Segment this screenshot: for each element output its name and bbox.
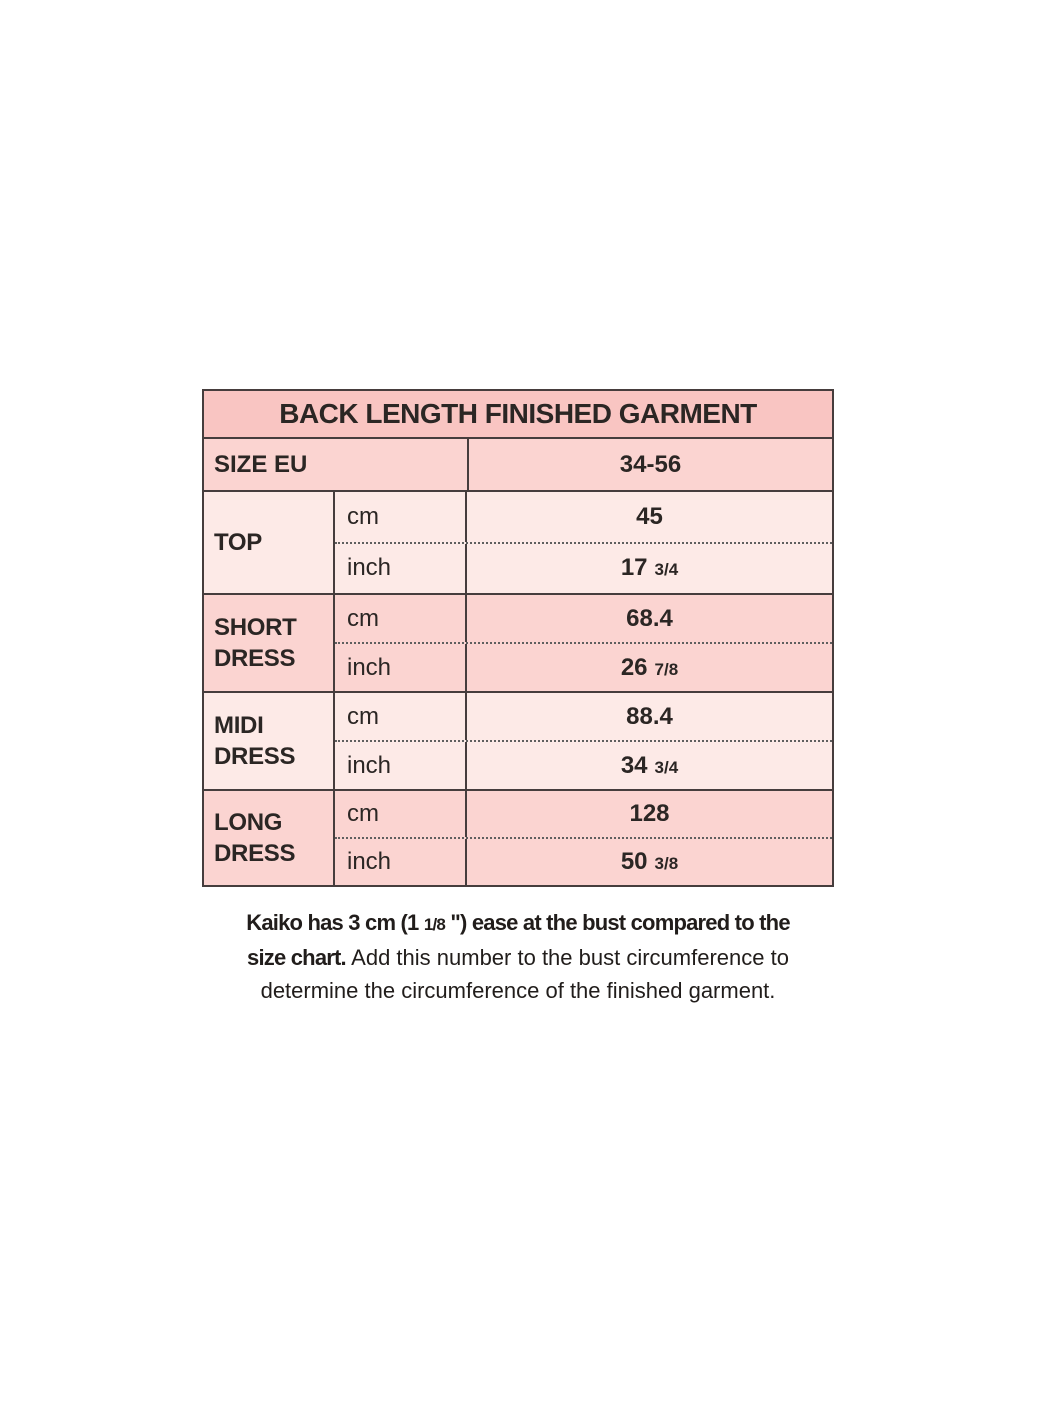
note-line: Kaiko has 3 cm (1 1/8 ") ease at the bus…	[246, 910, 790, 935]
note-line: determine the circumference of the finis…	[260, 978, 776, 1003]
dotted-divider	[335, 740, 832, 742]
unit-label: cm	[347, 502, 379, 530]
size-eu-label: SIZE EU	[214, 450, 308, 478]
size-eu-row: SIZE EU 34-56	[204, 439, 832, 492]
unit-label: inch	[347, 848, 392, 875]
measurement-value: 45	[465, 492, 832, 542]
table-section: MIDI DRESS cm 88.4 inch 34 3/4	[204, 693, 832, 791]
section-label: LONG DRESS	[204, 791, 335, 885]
section-rows: cm 45 inch 17 3/4	[335, 492, 832, 593]
unit-label: cm	[347, 800, 379, 827]
unit-label: cm	[347, 604, 379, 632]
measurement-value: 128	[465, 791, 832, 837]
measurement-value: 50 3/8	[465, 839, 832, 885]
measurement-row-cm: cm 128	[335, 791, 832, 837]
unit-label: inch	[347, 653, 392, 681]
unit-label: inch	[347, 751, 392, 779]
measurement-value: 68.4	[465, 595, 832, 642]
size-eu-value: 34-56	[467, 439, 832, 490]
dotted-divider	[335, 837, 832, 839]
table-section: TOP cm 45 inch 17 3/4	[204, 492, 832, 595]
table-sections: TOP cm 45 inch 17 3/4 SHORT DRESS cm	[204, 492, 832, 885]
table-title: BACK LENGTH FINISHED GARMENT	[204, 391, 832, 439]
table-section: SHORT DRESS cm 68.4 inch 26 7/8	[204, 595, 832, 693]
table-section: LONG DRESS cm 128 inch 50 3/8	[204, 791, 832, 885]
section-rows: cm 68.4 inch 26 7/8	[335, 595, 832, 691]
measurement-value: 34 3/4	[465, 742, 832, 789]
measurement-row-inch: inch 50 3/8	[335, 839, 832, 885]
section-label: MIDI DRESS	[204, 693, 335, 789]
section-label: SHORT DRESS	[204, 595, 335, 691]
measurement-value: 88.4	[465, 693, 832, 740]
unit-label: inch	[347, 554, 392, 582]
note-line: size chart. Add this number to the bust …	[247, 945, 789, 970]
measurement-value: 26 7/8	[465, 644, 832, 691]
measurement-row-cm: cm 88.4	[335, 693, 832, 740]
measurement-value: 17 3/4	[465, 543, 832, 593]
unit-label: cm	[347, 702, 379, 730]
dotted-divider	[335, 642, 832, 644]
ease-note: Kaiko has 3 cm (1 1/8 ") ease at the bus…	[201, 906, 835, 1007]
dotted-divider	[335, 541, 832, 544]
section-rows: cm 88.4 inch 34 3/4	[335, 693, 832, 789]
section-rows: cm 128 inch 50 3/8	[335, 791, 832, 885]
measurement-row-cm: cm 45	[335, 492, 832, 542]
measurement-row-inch: inch 17 3/4	[335, 543, 832, 593]
measurement-row-cm: cm 68.4	[335, 595, 832, 642]
section-label: TOP	[204, 492, 335, 593]
size-table: BACK LENGTH FINISHED GARMENT SIZE EU 34-…	[202, 389, 834, 887]
measurement-row-inch: inch 34 3/4	[335, 742, 832, 789]
measurement-row-inch: inch 26 7/8	[335, 644, 832, 691]
